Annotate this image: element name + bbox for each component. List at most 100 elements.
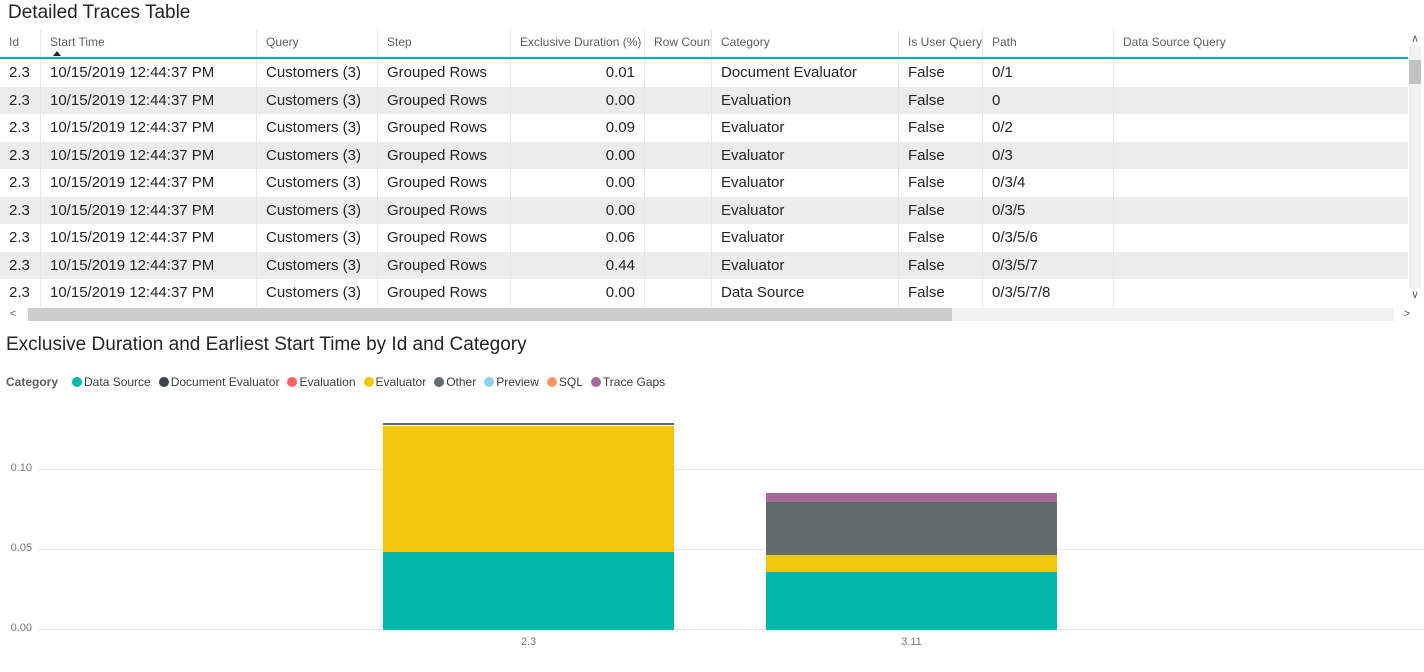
legend-item-label: Document Evaluator (170, 375, 280, 389)
table-row[interactable]: 2.3 10/15/2019 12:44:37 PM Customers (3) Gr… (0, 59, 1408, 87)
legend-item-document-evaluator[interactable]: Document Evaluator (158, 375, 280, 389)
column-header-data-source-query[interactable]: Data Source Query (1123, 35, 1226, 49)
cell-row-count (645, 169, 712, 197)
cell-is-user-query: False (899, 224, 983, 252)
cell-data-source-query (1114, 279, 1408, 307)
cell-path: 0/3/4 (983, 169, 1114, 197)
bar-segment-data-source[interactable] (383, 552, 674, 630)
vertical-scrollbar[interactable]: ∧ ∨ (1408, 32, 1422, 302)
column-header-start-time[interactable]: Start Time (41, 30, 257, 57)
cell-row-count (645, 251, 712, 279)
cell-is-user-query: False (899, 279, 983, 307)
bar-segment-data-source[interactable] (766, 572, 1057, 630)
table-body: 2.3 10/15/2019 12:44:37 PM Customers (3) Gr… (0, 59, 1408, 307)
table-row[interactable]: 2.3 10/15/2019 12:44:37 PM Customers (3) Gr… (0, 169, 1408, 197)
cell-start-time: 10/15/2019 12:44:37 PM (41, 196, 257, 224)
legend-item-evaluation[interactable]: Evaluation (287, 375, 356, 389)
sort-ascending-icon (53, 51, 61, 56)
cell-data-source-query (1114, 142, 1408, 170)
cell-path: 0/3/5 (983, 196, 1114, 224)
scroll-right-icon[interactable]: > (1403, 308, 1411, 320)
table-row[interactable]: 2.3 10/15/2019 12:44:37 PM Customers (3) Gr… (0, 251, 1408, 279)
legend-item-evaluator[interactable]: Evaluator (363, 375, 426, 389)
table-row[interactable]: 2.3 10/15/2019 12:44:37 PM Customers (3) Gr… (0, 279, 1408, 307)
cell-step: Grouped Rows (378, 224, 511, 252)
cell-category: Evaluator (712, 251, 899, 279)
cell-start-time: 10/15/2019 12:44:37 PM (41, 251, 257, 279)
y-axis-tick-label: 0.05 (10, 542, 32, 554)
cell-step: Grouped Rows (378, 169, 511, 197)
column-header-is-user-query[interactable]: Is User Query (899, 30, 983, 57)
table-title: Detailed Traces Table (8, 2, 191, 23)
cell-row-count (645, 196, 712, 224)
cell-step: Grouped Rows (378, 86, 511, 114)
cell-query: Customers (3) (257, 86, 378, 114)
table-row[interactable]: 2.3 10/15/2019 12:44:37 PM Customers (3) Gr… (0, 224, 1408, 252)
cell-step: Grouped Rows (378, 251, 511, 279)
legend-item-sql[interactable]: SQL (546, 375, 583, 389)
horizontal-scrollbar[interactable]: < > (0, 307, 1424, 322)
cell-path: 0/2 (983, 114, 1114, 142)
x-axis-category-label: 2.3 (520, 636, 537, 648)
legend-item-label: Other (446, 375, 477, 389)
cell-id: 2.3 (0, 196, 41, 224)
cell-start-time: 10/15/2019 12:44:37 PM (41, 114, 257, 142)
legend-item-other[interactable]: Other (434, 375, 476, 389)
cell-row-count (645, 114, 712, 142)
cell-path: 0/3/5/6 (983, 224, 1114, 252)
column-header-category[interactable]: Category (712, 30, 899, 57)
x-axis-category-label: 3.11 (901, 636, 922, 648)
horizontal-scrollbar-thumb[interactable] (28, 308, 952, 321)
cell-exclusive-duration: 0.44 (511, 251, 645, 279)
cell-path: 0/3/5/7/8 (983, 279, 1114, 307)
cell-exclusive-duration: 0.00 (511, 169, 645, 197)
column-header-exclusive-duration[interactable]: Exclusive Duration (%) (511, 30, 645, 57)
cell-path: 0 (983, 86, 1114, 114)
scroll-left-icon[interactable]: < (9, 308, 17, 320)
table-row[interactable]: 2.3 10/15/2019 12:44:37 PM Customers (3) Gr… (0, 114, 1408, 142)
cell-id: 2.3 (0, 279, 41, 307)
cell-category: Evaluator (712, 196, 899, 224)
table-row[interactable]: 2.3 10/15/2019 12:44:37 PM Customers (3) Gr… (0, 196, 1408, 224)
column-header-path[interactable]: Path (983, 30, 1114, 57)
cell-query: Customers (3) (257, 141, 378, 169)
scroll-up-icon[interactable]: ∧ (1410, 33, 1420, 45)
cell-data-source-query (1114, 169, 1408, 197)
column-header-id[interactable]: Id (0, 30, 41, 57)
cell-category: Evaluator (712, 169, 899, 197)
cell-id: 2.3 (0, 114, 41, 142)
bar-segment-trace-gaps[interactable] (766, 493, 1057, 502)
table-header-row: Id Start Time Query Step Exclusive Duration … (0, 30, 1408, 59)
cell-row-count (645, 86, 712, 114)
gridline (38, 549, 1424, 550)
bar-segment-evaluator[interactable] (383, 426, 674, 552)
table-row[interactable]: 2.3 10/15/2019 12:44:37 PM Customers (3) Gr… (0, 141, 1408, 170)
cell-category: Evaluator (712, 224, 899, 252)
legend-title: Category (6, 375, 59, 389)
bar-segment-other[interactable] (766, 502, 1057, 555)
vertical-scrollbar-thumb[interactable] (1409, 60, 1421, 84)
cell-query: Customers (3) (257, 196, 378, 224)
legend-item-label: Preview (496, 375, 539, 389)
bar-segment-other[interactable] (383, 423, 674, 425)
cell-exclusive-duration: 0.00 (511, 86, 645, 114)
column-header-row-count[interactable]: Row Count (645, 30, 712, 57)
column-header-step[interactable]: Step (378, 30, 511, 57)
cell-step: Grouped Rows (378, 141, 511, 169)
legend-item-trace-gaps[interactable]: Trace Gaps (590, 375, 665, 389)
cell-start-time: 10/15/2019 12:44:37 PM (41, 279, 257, 307)
legend-item-preview[interactable]: Preview (484, 375, 539, 389)
cell-query: Customers (3) (257, 279, 378, 307)
table-row[interactable]: 2.3 10/15/2019 12:44:37 PM Customers (3) Gr… (0, 86, 1408, 114)
bar-segment-evaluator[interactable] (766, 554, 1057, 572)
column-header-query[interactable]: Query (257, 30, 378, 57)
cell-path: 0/3/5/7 (983, 251, 1114, 279)
legend-item-data-source[interactable]: Data Source (72, 375, 151, 389)
y-axis-tick-label: 0.10 (10, 462, 32, 474)
vertical-scrollbar-track[interactable] (1409, 46, 1421, 288)
cell-id: 2.3 (0, 59, 41, 87)
scroll-down-icon[interactable]: ∨ (1410, 289, 1420, 301)
cell-exclusive-duration: 0.06 (511, 224, 645, 252)
cell-start-time: 10/15/2019 12:44:37 PM (41, 86, 257, 114)
